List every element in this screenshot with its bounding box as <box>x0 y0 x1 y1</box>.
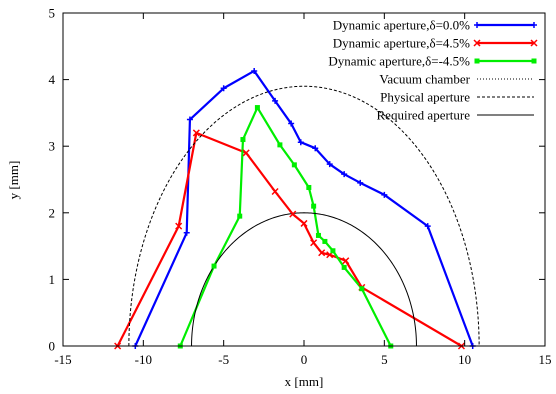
series-2-point <box>342 257 350 265</box>
series-2-point <box>318 249 326 257</box>
series-3-point <box>359 286 365 292</box>
x-tick-label: 10 <box>458 352 471 367</box>
series-2-point <box>242 149 250 157</box>
series-1-point <box>326 161 333 168</box>
series-3-point <box>211 263 217 269</box>
series-1-point <box>297 139 304 146</box>
legend-entry-5-label: Physical aperture <box>380 90 470 105</box>
x-tick-label: -5 <box>218 352 229 367</box>
axis-ticks <box>62 12 546 347</box>
series-1-point <box>357 179 364 186</box>
x-tick-label: -10 <box>135 352 152 367</box>
series-5-curve <box>128 85 480 346</box>
legend: Dynamic aperture,δ=0.0% Dynamic aperture,… <box>328 18 538 123</box>
legend-entry-3: Dynamic aperture,δ=-4.5% <box>328 54 537 69</box>
legend-entry-6: Required aperture <box>377 108 534 123</box>
series-1-point <box>288 120 295 127</box>
series-3-point <box>322 238 328 244</box>
legend-entry-3-marker <box>474 58 480 64</box>
y-tick-label: 5 <box>49 6 56 21</box>
series-1-point <box>312 145 319 152</box>
x-tick-label: 15 <box>539 352 552 367</box>
series-2-point <box>192 129 200 137</box>
series-2-point <box>175 222 183 230</box>
series-3-point <box>315 232 321 238</box>
x-tick-label: 5 <box>381 352 388 367</box>
series-3-point <box>254 105 260 111</box>
legend-entry-2-marker <box>473 39 481 47</box>
series-2-point <box>289 210 297 218</box>
series-3-point <box>311 203 317 209</box>
series-2-point <box>310 239 318 247</box>
series-3-point <box>291 162 297 168</box>
y-tick-label: 1 <box>49 272 56 287</box>
legend-entry-1-label: Dynamic aperture,δ=0.0% <box>333 18 470 33</box>
x-tick-label: 0 <box>301 352 308 367</box>
series-3-point <box>240 137 246 143</box>
legend-entry-4-label: Vacuum chamber <box>379 72 470 87</box>
legend-entry-2-label: Dynamic aperture,δ=4.5% <box>333 36 470 51</box>
legend-entry-4: Vacuum chamber <box>379 72 534 87</box>
series-3-point <box>277 142 283 148</box>
y-tick-label: 2 <box>49 205 56 220</box>
legend-entry-1: Dynamic aperture,δ=0.0% <box>333 18 537 33</box>
series-1-point <box>183 229 190 236</box>
legend-entry-2-marker <box>530 39 538 47</box>
legend-entry-1-marker <box>531 22 537 28</box>
series-1-point <box>220 85 227 92</box>
series-6-curve <box>191 212 417 346</box>
series-1-point <box>424 223 431 230</box>
series-3-point <box>306 184 312 190</box>
x-tick-label: -15 <box>54 352 71 367</box>
series-3-point <box>341 264 347 270</box>
series-1-point <box>186 116 193 123</box>
series-1-point <box>341 171 348 178</box>
x-axis-label: x [mm] <box>285 374 324 389</box>
y-axis-label: y [mm] <box>6 161 21 200</box>
legend-entry-5: Physical aperture <box>380 90 534 105</box>
legend-entry-2: Dynamic aperture,δ=4.5% <box>333 36 538 51</box>
y-tick-label: 3 <box>49 139 56 154</box>
legend-entry-3-marker <box>531 58 537 64</box>
legend-entry-6-label: Required aperture <box>377 108 471 123</box>
series-2-point <box>271 187 279 196</box>
tick-labels: -15 -10 -5 0 5 10 15 0 1 2 3 4 5 <box>49 6 552 368</box>
series-1-point <box>381 191 388 198</box>
series-3-point <box>237 213 243 219</box>
series-3-point <box>330 248 336 254</box>
series-2-point <box>300 219 308 227</box>
legend-entry-1-marker <box>474 22 480 28</box>
series-1-point <box>272 97 279 104</box>
plot-markers <box>114 67 476 350</box>
y-tick-label: 4 <box>49 72 56 87</box>
series-1-point <box>251 67 258 74</box>
legend-entry-3-label: Dynamic aperture,δ=-4.5% <box>328 54 470 69</box>
y-tick-label: 0 <box>49 339 56 354</box>
